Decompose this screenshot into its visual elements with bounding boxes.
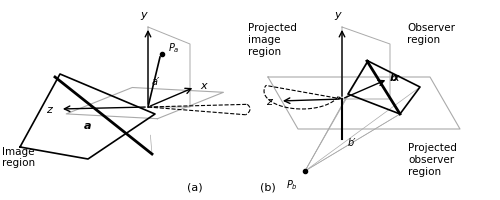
- Text: Projected: Projected: [248, 23, 297, 33]
- Text: image: image: [248, 35, 280, 45]
- Text: b: b: [390, 73, 398, 83]
- Text: y: y: [334, 10, 342, 20]
- Text: observer: observer: [408, 154, 454, 164]
- Text: Observer: Observer: [407, 23, 455, 33]
- Text: Projected: Projected: [408, 142, 457, 152]
- Text: (a): (a): [187, 182, 203, 192]
- Text: x: x: [200, 81, 206, 91]
- Text: region: region: [407, 35, 440, 45]
- Text: z: z: [266, 97, 272, 106]
- Text: region: region: [408, 166, 441, 176]
- Text: a: a: [84, 120, 92, 130]
- Text: b′: b′: [348, 137, 356, 147]
- Text: (b): (b): [260, 182, 276, 192]
- Text: x: x: [392, 73, 398, 83]
- Text: y: y: [140, 10, 147, 20]
- Text: z: z: [46, 104, 52, 114]
- Text: a′: a′: [152, 77, 160, 87]
- Text: region: region: [248, 47, 281, 57]
- Text: region: region: [2, 157, 35, 167]
- Text: Image: Image: [2, 146, 34, 156]
- Text: $P_b$: $P_b$: [286, 177, 298, 191]
- Text: $P_a$: $P_a$: [168, 41, 179, 55]
